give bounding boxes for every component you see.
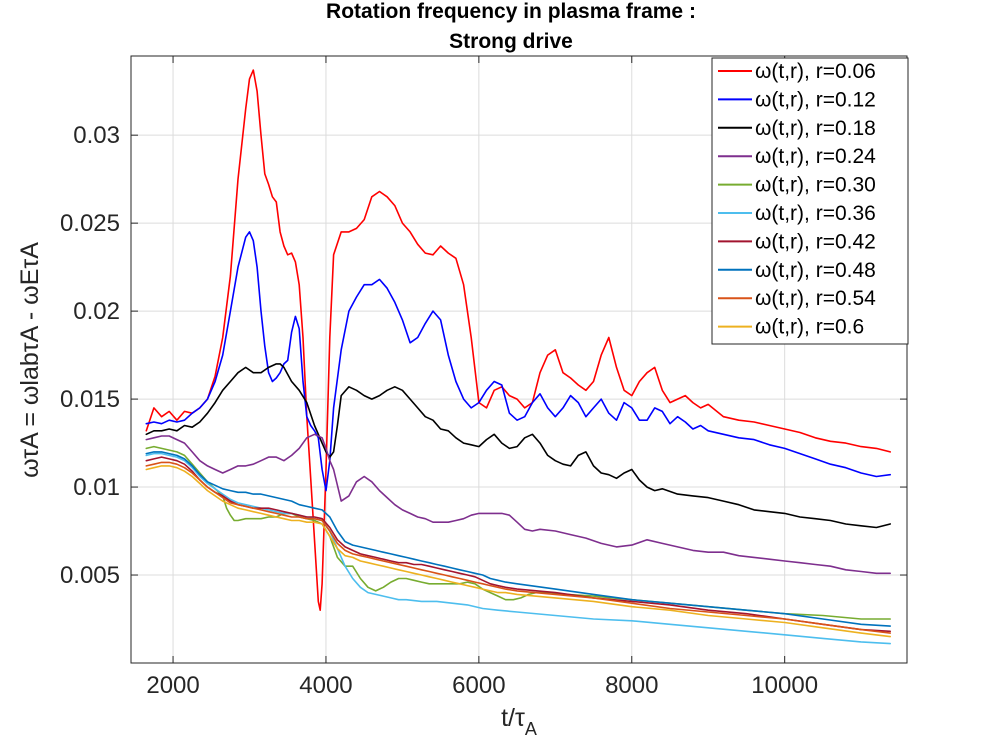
x-tick-label: 2000 xyxy=(146,672,199,699)
series-line xyxy=(145,461,892,634)
y-tick-label: 0.025 xyxy=(60,210,120,237)
legend-label: ω(t,r), r=0.42 xyxy=(755,230,876,253)
x-axis-label-greek: τ xyxy=(515,704,525,732)
x-axis-label-sub: A xyxy=(525,719,537,739)
legend-label: ω(t,r), r=0.54 xyxy=(755,287,876,310)
y-axis-label: ωτA = ωlabτA - ωEτA xyxy=(16,242,44,478)
x-tick-label: 4000 xyxy=(299,672,352,699)
y-tick-label: 0.005 xyxy=(60,562,120,589)
series-line xyxy=(145,231,892,492)
x-tick-label: 10000 xyxy=(751,672,818,699)
x-axis-label: t/τA xyxy=(501,704,537,739)
legend-label: ω(t,r), r=0.6 xyxy=(755,316,864,339)
legend-box xyxy=(711,57,909,345)
series-line xyxy=(145,456,892,633)
x-tick-label: 8000 xyxy=(605,672,658,699)
legend-label: ω(t,r), r=0.30 xyxy=(755,174,876,197)
y-tick-label: 0.01 xyxy=(73,474,120,501)
y-tick-label: 0.02 xyxy=(73,298,120,325)
legend-label: ω(t,r), r=0.18 xyxy=(755,117,876,140)
x-tick-label: 6000 xyxy=(452,672,505,699)
legend-label: ω(t,r), r=0.36 xyxy=(755,202,876,225)
y-tick-label: 0.03 xyxy=(73,122,120,149)
legend-label: ω(t,r), r=0.24 xyxy=(755,145,876,168)
legend-label: ω(t,r), r=0.48 xyxy=(755,259,876,282)
x-axis-label-main: t/ xyxy=(501,704,515,732)
plot-area-frame xyxy=(130,55,908,664)
legend-label: ω(t,r), r=0.12 xyxy=(755,88,876,111)
series-line xyxy=(145,363,892,529)
chart-title-line-2: Strong drive xyxy=(449,30,573,53)
y-tick-label: 0.015 xyxy=(60,386,120,413)
series-line xyxy=(145,451,892,627)
legend: ω(t,r), r=0.06 ω(t,r), r=0.12 ω(t,r), r=0.… xyxy=(711,57,909,345)
series-line xyxy=(145,452,892,645)
series-line xyxy=(145,465,892,638)
series-line xyxy=(145,69,892,612)
chart-title-line-1: Rotation frequency in plasma frame : xyxy=(326,0,696,23)
series-line xyxy=(145,433,892,575)
series-layer xyxy=(145,69,892,645)
legend-label: ω(t,r), r=0.06 xyxy=(755,60,876,83)
axis-ticks: 2000 4000 6000 8000 10000 0.005 0.01 0.015 0.02 0… xyxy=(60,56,907,699)
